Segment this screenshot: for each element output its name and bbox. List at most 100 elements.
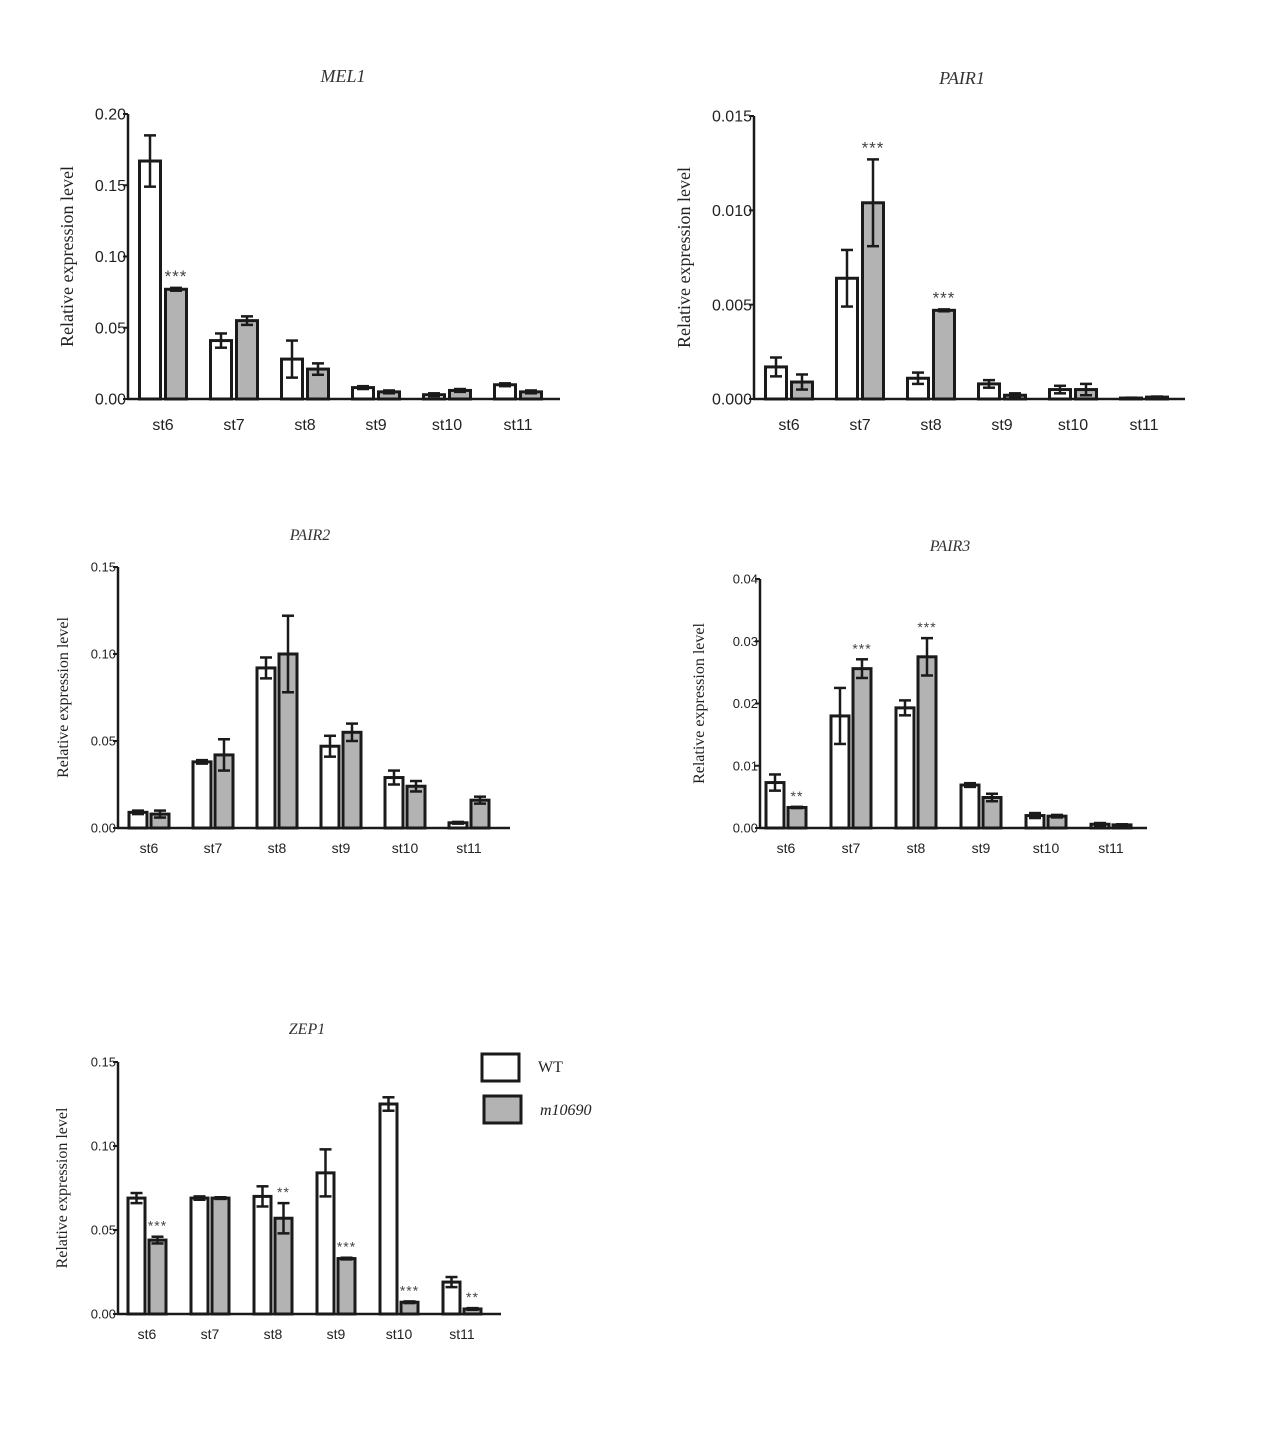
x-tick-label: st11 xyxy=(1129,417,1158,434)
x-tick-label: st10 xyxy=(386,1326,413,1342)
chart-panel-pair2: PAIR2 Relative expression level 0.00 0.05 0.… xyxy=(55,527,510,856)
x-tick-label: st10 xyxy=(1058,417,1088,434)
y-tick-label: 0.03 xyxy=(733,634,758,649)
bar-wt xyxy=(191,760,213,830)
y-tick-label: 0.000 xyxy=(712,392,752,409)
legend-swatch-mutant xyxy=(482,1094,523,1125)
bar-mutant xyxy=(235,319,259,401)
bar-wt xyxy=(378,1102,399,1316)
bar-mutant xyxy=(341,730,363,830)
legend-label-wt: WT xyxy=(538,1059,563,1076)
y-tick-label: 0.00 xyxy=(91,1307,116,1322)
y-tick-label: 0.02 xyxy=(733,696,758,711)
x-tick-label: st8 xyxy=(907,840,926,856)
bar-wt xyxy=(959,783,981,830)
y-tick-label: 0.15 xyxy=(95,178,126,195)
bar-wt xyxy=(255,666,277,830)
y-tick-label: 0.05 xyxy=(91,734,116,749)
significance-label: ** xyxy=(791,788,804,804)
y-tick-label: 0.05 xyxy=(91,1223,116,1238)
legend-label-mutant: m10690 xyxy=(540,1102,592,1119)
x-tick-label: st11 xyxy=(503,417,532,434)
legend: WT m10690 xyxy=(480,1052,592,1125)
y-tick-label: 0.15 xyxy=(91,1055,116,1070)
y-tick-label: 0.00 xyxy=(733,821,758,836)
bar-wt xyxy=(189,1196,210,1316)
chart-panels: MEL1 Relative expression level 0.00 0.05 0.1… xyxy=(54,66,1185,1342)
x-tick-label: st9 xyxy=(365,417,386,434)
chart-title: PAIR3 xyxy=(929,538,971,555)
x-tick-label: st6 xyxy=(777,840,796,856)
y-tick-label: 0.05 xyxy=(95,320,126,337)
x-tick-label: st7 xyxy=(223,417,244,434)
y-axis-label: Relative expression level xyxy=(55,617,72,778)
significance-label: *** xyxy=(862,138,885,157)
x-tick-label: st7 xyxy=(204,840,223,856)
x-tick-label: st7 xyxy=(849,417,870,434)
y-tick-label: 0.01 xyxy=(733,758,758,773)
x-tick-label: st11 xyxy=(456,840,482,856)
chart-title: ZEP1 xyxy=(289,1021,325,1038)
significance-label: *** xyxy=(852,640,871,656)
bar-mutant xyxy=(916,655,938,830)
bar-mutant xyxy=(786,805,808,830)
y-tick-label: 0.005 xyxy=(712,297,752,314)
chart-panel-pair1: PAIR1 Relative expression level 0.000 0.005… xyxy=(674,68,1185,434)
x-tick-label: st10 xyxy=(1033,840,1060,856)
significance-label: *** xyxy=(337,1239,356,1255)
bar-mutant xyxy=(164,287,188,401)
bar-mutant xyxy=(336,1257,357,1316)
chart-title: PAIR1 xyxy=(938,68,985,88)
chart-title: PAIR2 xyxy=(289,527,331,544)
bar-wt xyxy=(209,339,233,401)
y-tick-label: 0.20 xyxy=(95,107,126,124)
y-tick-label: 0.10 xyxy=(91,1139,116,1154)
bar-wt xyxy=(894,706,916,830)
y-axis-label: Relative expression level xyxy=(691,623,708,784)
significance-label: *** xyxy=(148,1218,167,1234)
x-tick-label: st6 xyxy=(140,840,159,856)
bar-wt xyxy=(252,1194,273,1316)
bar-mutant xyxy=(932,308,956,401)
x-tick-label: st9 xyxy=(991,417,1012,434)
significance-label: ** xyxy=(466,1289,479,1305)
significance-label: *** xyxy=(400,1282,419,1298)
y-tick-label: 0.010 xyxy=(712,203,752,220)
x-tick-label: st8 xyxy=(294,417,315,434)
significance-label: *** xyxy=(165,267,188,286)
bar-wt xyxy=(138,159,162,401)
x-tick-label: st8 xyxy=(264,1326,283,1342)
y-tick-label: 0.00 xyxy=(91,821,116,836)
bar-wt xyxy=(126,1196,147,1316)
chart-panel-mel1: MEL1 Relative expression level 0.00 0.05 0.1… xyxy=(57,66,560,434)
x-tick-label: st10 xyxy=(432,417,462,434)
y-axis-label: Relative expression level xyxy=(674,167,694,348)
chart-panel-pair3: PAIR3 Relative expression level 0.00 0.01 0.… xyxy=(691,538,1147,856)
x-tick-label: st8 xyxy=(920,417,941,434)
x-tick-label: st6 xyxy=(138,1326,157,1342)
bar-mutant xyxy=(147,1238,168,1316)
bar-wt xyxy=(319,744,341,830)
significance-label: *** xyxy=(917,619,936,635)
y-tick-label: 0.015 xyxy=(712,109,752,126)
x-tick-label: st9 xyxy=(332,840,351,856)
y-tick-label: 0.00 xyxy=(95,392,126,409)
chart-title: MEL1 xyxy=(320,66,366,86)
x-tick-label: st6 xyxy=(152,417,173,434)
y-tick-label: 0.15 xyxy=(91,560,116,575)
legend-swatch-wt xyxy=(480,1052,521,1083)
x-tick-label: st9 xyxy=(972,840,991,856)
y-tick-label: 0.10 xyxy=(95,249,126,266)
significance-label: ** xyxy=(277,1184,290,1200)
y-axis-label: Relative expression level xyxy=(54,1107,71,1268)
chart-panel-zep1: ZEP1 Relative expression level 0.00 0.05 0.1… xyxy=(54,1021,501,1342)
x-tick-label: st11 xyxy=(449,1326,475,1342)
x-tick-label: st9 xyxy=(327,1326,346,1342)
x-tick-label: st10 xyxy=(392,840,419,856)
y-axis-label: Relative expression level xyxy=(57,166,77,347)
y-tick-label: 0.10 xyxy=(91,647,116,662)
x-tick-label: st7 xyxy=(842,840,861,856)
x-tick-label: st6 xyxy=(778,417,799,434)
bar-mutant xyxy=(210,1196,231,1316)
